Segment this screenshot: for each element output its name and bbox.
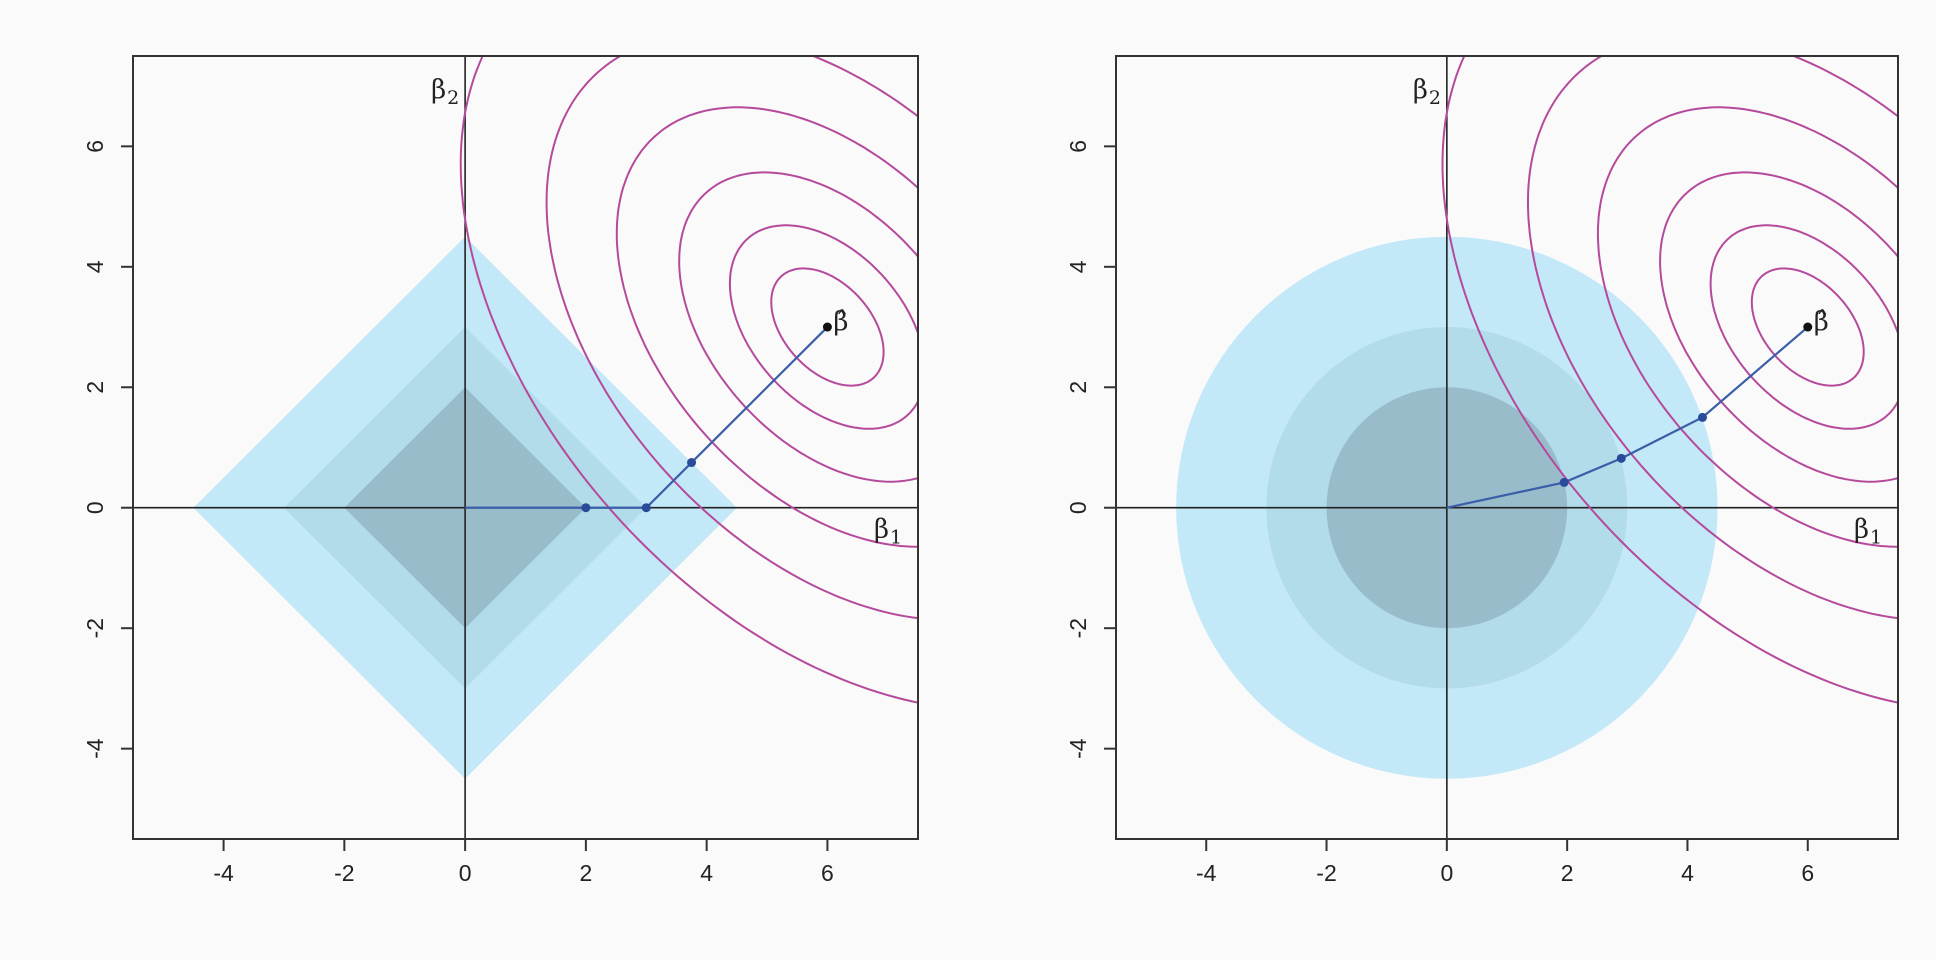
y-tick-label: -2 xyxy=(82,618,108,638)
x-tick-label: 4 xyxy=(1681,860,1694,886)
x-tick-label: -4 xyxy=(213,860,234,886)
rss-contour-5 xyxy=(545,56,918,620)
beta1-label: β xyxy=(874,515,889,545)
x-tick-label: 0 xyxy=(1440,860,1453,886)
y-tick-label: 0 xyxy=(82,501,108,514)
y-tick-label: 6 xyxy=(82,140,108,153)
beta2-subscript: 2 xyxy=(1429,87,1441,109)
beta-hat-point xyxy=(1803,322,1813,332)
beta1-subscript: 1 xyxy=(890,527,902,549)
plot-area xyxy=(133,56,918,839)
solution-path-point-1 xyxy=(581,503,591,513)
plot-frame xyxy=(132,55,919,840)
rss-contour-1 xyxy=(770,267,885,387)
x-tick-label: -2 xyxy=(334,860,354,886)
rss-contour-1 xyxy=(1750,267,1865,387)
beta1-subscript: 1 xyxy=(1870,527,1882,549)
y-tick-label: 2 xyxy=(82,381,108,394)
rss-contour-2 xyxy=(1709,224,1898,430)
rss-contour-5 xyxy=(1527,56,1898,620)
rss-contour-3 xyxy=(1659,171,1898,483)
y-tick-label: 2 xyxy=(1065,381,1091,394)
beta2-subscript: 2 xyxy=(447,87,459,109)
y-tick-label: -4 xyxy=(1065,738,1091,759)
x-tick-label: 6 xyxy=(1801,860,1814,886)
rss-contour-4 xyxy=(1596,106,1898,548)
beta2-label: β xyxy=(431,75,446,105)
x-tick-label: -4 xyxy=(1196,860,1217,886)
y-tick-label: 0 xyxy=(1065,501,1091,514)
solution-path-point-2 xyxy=(641,503,651,513)
plot-area xyxy=(1116,56,1898,839)
y-tick-label: 4 xyxy=(82,260,108,273)
beta-hat-label: β̂ xyxy=(1814,307,1829,337)
x-tick-label: 0 xyxy=(459,860,472,886)
x-tick-label: -2 xyxy=(1316,860,1336,886)
plot-frame xyxy=(1115,55,1899,840)
y-tick-label: -4 xyxy=(82,738,108,759)
solution-path-point-3 xyxy=(687,458,697,468)
x-tick-label: 2 xyxy=(579,860,592,886)
beta1-label: β xyxy=(1854,515,1869,545)
y-tick-label: 4 xyxy=(1065,260,1091,273)
solution-path-point-1 xyxy=(1559,477,1569,487)
beta-hat-point xyxy=(822,322,832,332)
y-tick-label: -2 xyxy=(1065,618,1091,638)
beta2-label: β xyxy=(1413,75,1428,105)
rss-contour-6 xyxy=(459,56,918,704)
beta-hat-label: β̂ xyxy=(833,307,848,337)
y-tick-label: 6 xyxy=(1065,140,1091,153)
x-tick-label: 2 xyxy=(1561,860,1574,886)
solution-path-point-3 xyxy=(1698,412,1707,422)
rss-contour-4 xyxy=(615,106,918,548)
x-tick-label: 6 xyxy=(821,860,834,886)
x-tick-label: 4 xyxy=(700,860,713,886)
rss-contour-3 xyxy=(678,171,918,483)
rss-contour-6 xyxy=(1441,56,1898,704)
rss-contour-2 xyxy=(728,224,918,430)
solution-path-point-2 xyxy=(1616,453,1626,463)
